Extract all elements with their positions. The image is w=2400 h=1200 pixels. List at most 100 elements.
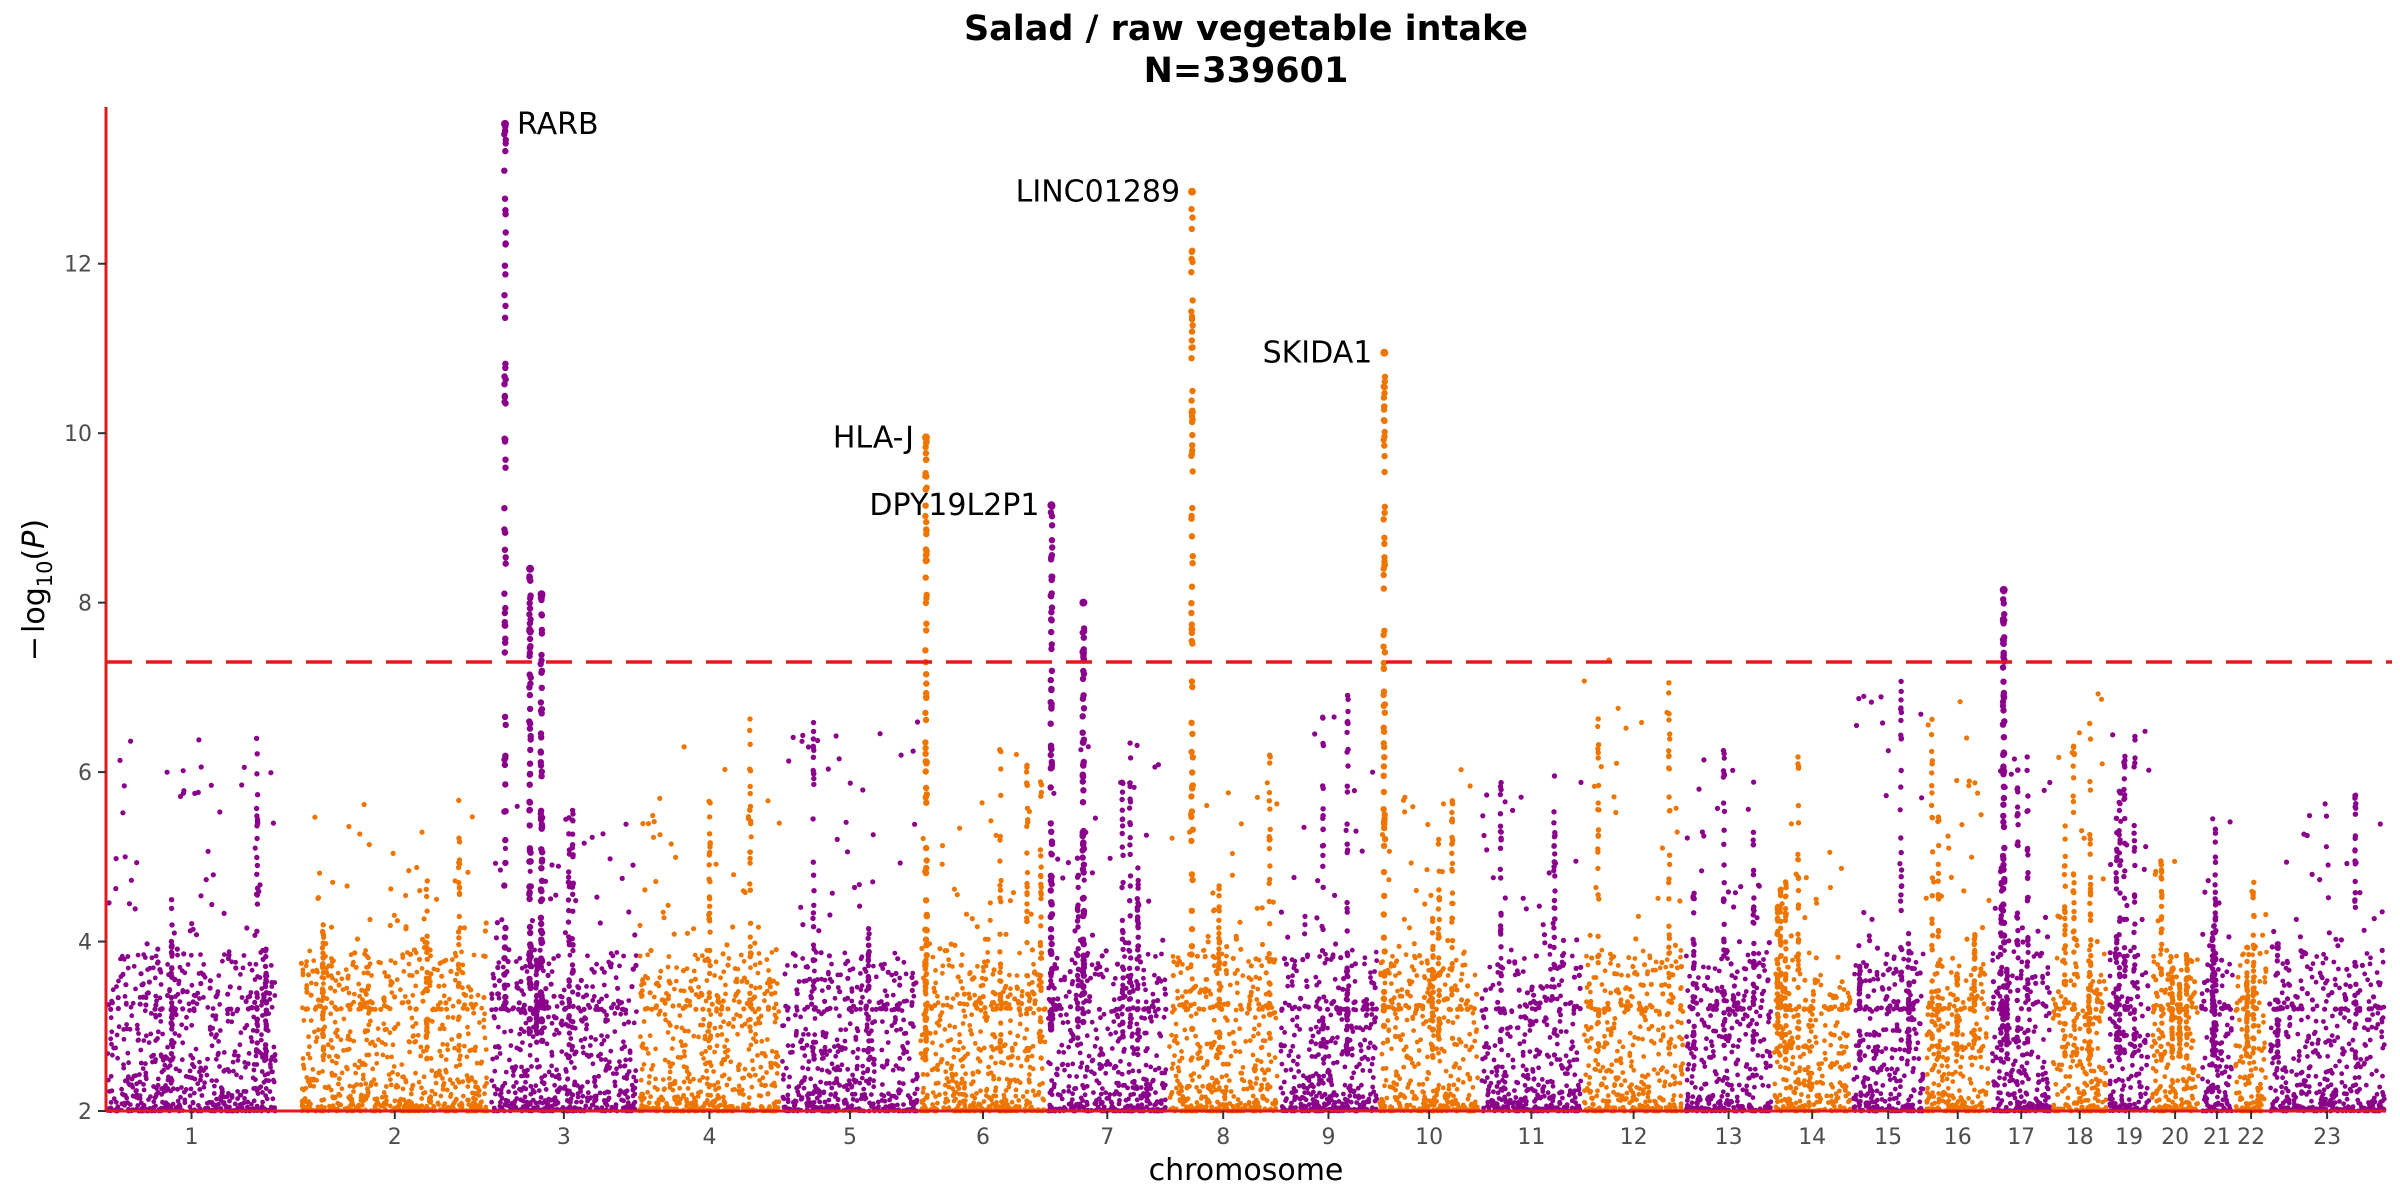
- snp-point: [565, 897, 572, 903]
- snp-point: [640, 1045, 646, 1051]
- snp-point: [254, 751, 260, 757]
- snp-point: [524, 969, 530, 974]
- snp-point: [865, 1014, 871, 1020]
- snp-point: [570, 891, 576, 897]
- snp-point: [493, 935, 499, 941]
- snp-point: [1153, 1090, 1158, 1095]
- snp-point: [501, 167, 508, 174]
- snp-point: [662, 1000, 668, 1006]
- snp-point: [519, 1064, 524, 1070]
- snp-point: [706, 1007, 712, 1013]
- snp-point: [681, 744, 687, 750]
- snp-point: [781, 1096, 787, 1102]
- snp-point: [437, 1048, 443, 1054]
- snp-point: [847, 1021, 853, 1027]
- snp-point: [406, 961, 412, 967]
- snp-point: [963, 911, 970, 917]
- snp-point: [905, 1040, 910, 1046]
- snp-point: [1087, 994, 1093, 1000]
- snp-point: [614, 1005, 621, 1011]
- snp-point: [1113, 1030, 1119, 1035]
- snp-point: [118, 956, 123, 962]
- snp-point: [1038, 987, 1044, 993]
- snp-point: [638, 1077, 644, 1083]
- snp-point: [871, 1078, 876, 1084]
- snp-point: [1127, 851, 1133, 858]
- snp-point: [321, 995, 327, 1001]
- snp-point: [599, 1033, 604, 1038]
- snp-point: [1001, 1092, 1007, 1098]
- snp-point: [476, 1093, 482, 1098]
- snp-point: [666, 954, 672, 959]
- snp-point: [794, 1028, 799, 1034]
- snp-point: [653, 1076, 658, 1082]
- snp-point: [192, 790, 198, 797]
- snp-point: [141, 1082, 146, 1087]
- snp-point: [376, 1037, 381, 1043]
- snp-point: [987, 917, 993, 923]
- snp-point: [708, 1063, 714, 1069]
- snp-point: [546, 1069, 552, 1075]
- snp-point: [126, 1060, 131, 1066]
- snp-point: [648, 947, 654, 954]
- snp-point: [420, 998, 426, 1004]
- snp-point: [320, 1031, 326, 1037]
- snp-point: [153, 1038, 159, 1043]
- snp-point: [421, 1074, 427, 1080]
- snp-point: [414, 864, 420, 871]
- snp-point: [1114, 1012, 1120, 1018]
- snp-point: [937, 946, 943, 952]
- snp-point: [502, 721, 509, 729]
- snp-point: [134, 860, 140, 866]
- snp-point: [663, 1017, 668, 1023]
- snp-point: [922, 1024, 929, 1031]
- snp-point: [798, 904, 804, 910]
- snp-point: [757, 1078, 762, 1083]
- snp-point: [785, 1016, 791, 1022]
- snp-point: [502, 781, 509, 788]
- snp-point: [1114, 1080, 1119, 1086]
- snp-point: [536, 1088, 542, 1093]
- snp-point: [491, 1014, 497, 1019]
- snp-point: [712, 1049, 717, 1055]
- snp-point: [959, 1076, 965, 1082]
- snp-point: [621, 953, 626, 959]
- snp-point: [538, 611, 545, 618]
- snp-point: [897, 975, 903, 981]
- snp-point: [1017, 1080, 1023, 1086]
- snp-point: [922, 473, 929, 480]
- snp-point: [320, 1016, 326, 1022]
- snp-point: [812, 1032, 818, 1038]
- snp-point: [549, 1053, 555, 1058]
- snp-point: [631, 1101, 637, 1107]
- snp-point: [169, 922, 175, 928]
- snp-point: [1105, 1059, 1110, 1064]
- snp-point: [925, 1092, 930, 1098]
- snp-point: [1134, 1006, 1141, 1013]
- snp-point: [512, 1090, 518, 1096]
- snp-point: [305, 1051, 311, 1057]
- snp-point: [668, 841, 674, 847]
- snp-point: [726, 1021, 732, 1026]
- snp-point: [597, 1090, 603, 1096]
- snp-point: [1012, 996, 1018, 1002]
- snp-point: [254, 994, 260, 1000]
- snp-point: [226, 1091, 231, 1096]
- snp-point: [1103, 1070, 1109, 1076]
- snp-point: [704, 978, 710, 983]
- snp-point: [210, 1006, 216, 1011]
- snp-point: [1122, 954, 1127, 959]
- snp-point: [738, 952, 744, 958]
- snp-point: [861, 1070, 866, 1076]
- snp-point: [152, 975, 158, 981]
- snp-point: [184, 989, 190, 995]
- snp-point: [554, 1004, 560, 1009]
- snp-point: [357, 993, 362, 999]
- snp-point: [455, 929, 462, 935]
- snp-point: [493, 1091, 498, 1097]
- snp-point: [783, 1003, 789, 1009]
- snp-point: [253, 735, 260, 742]
- snp-point: [976, 1102, 982, 1107]
- snp-point: [526, 705, 534, 713]
- snp-point: [1049, 1087, 1054, 1093]
